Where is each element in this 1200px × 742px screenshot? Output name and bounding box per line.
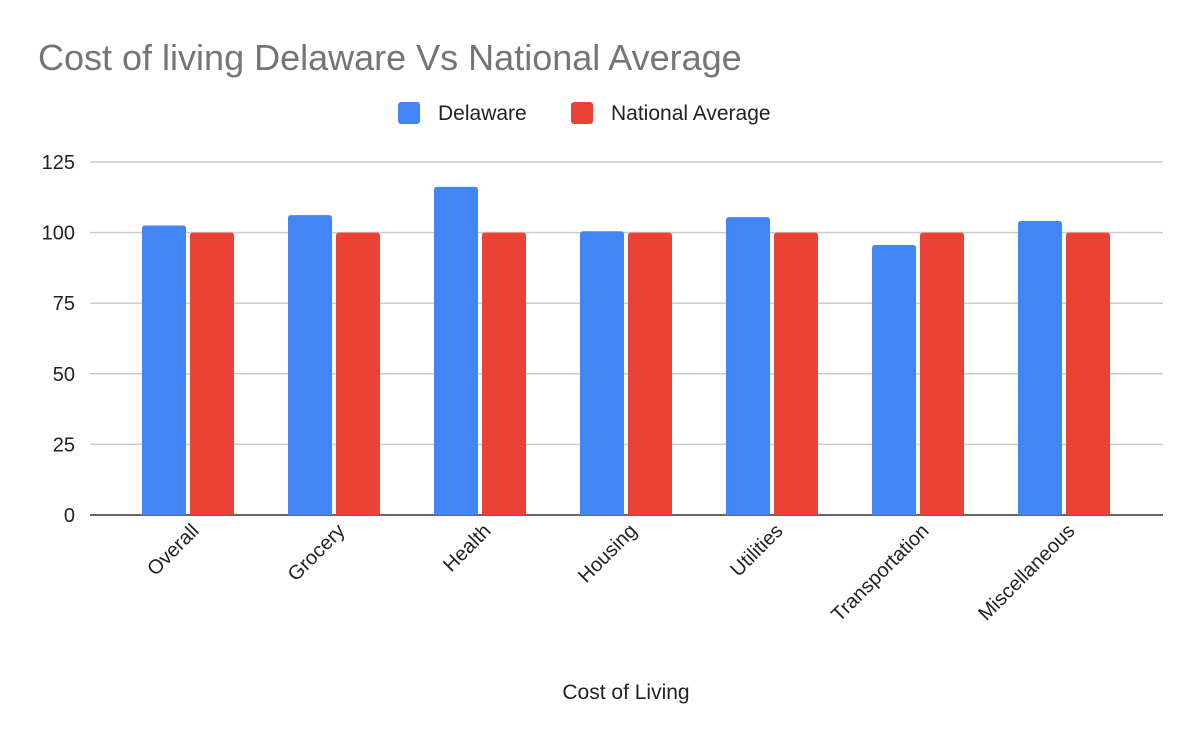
- legend-swatch: [398, 102, 420, 124]
- bar-national-average: [774, 232, 818, 515]
- bar-delaware: [1018, 221, 1062, 515]
- y-tick-label: 25: [53, 434, 75, 456]
- legend: Delaware National Average: [398, 102, 771, 125]
- legend-swatch: [571, 102, 593, 124]
- bar-delaware: [872, 245, 916, 515]
- bars: [142, 186, 1110, 516]
- x-tick-label: Housing: [574, 520, 641, 587]
- chart-title: Cost of living Delaware Vs National Aver…: [38, 37, 742, 78]
- x-axis-title: Cost of Living: [562, 681, 689, 704]
- x-tick-label: Utilities: [726, 520, 787, 581]
- y-tick-label: 50: [53, 364, 75, 386]
- legend-label: Delaware: [438, 102, 527, 125]
- x-tick-label: Transportation: [827, 520, 933, 626]
- bar-national-average: [482, 232, 526, 515]
- bar-national-average: [628, 232, 672, 515]
- y-tick-label: 0: [64, 505, 75, 527]
- y-tick-label: 100: [42, 223, 75, 245]
- x-tick-label: Health: [439, 520, 495, 576]
- x-tick-labels: Overall Grocery Health Housing Utilities Tran…: [143, 520, 1079, 626]
- bar-delaware: [726, 217, 770, 515]
- bar-delaware: [434, 186, 478, 515]
- bar-national-average: [920, 232, 964, 515]
- x-tick-label: Miscellaneous: [974, 520, 1079, 625]
- x-tick-label: Overall: [143, 520, 203, 580]
- bar-national-average: [1066, 232, 1110, 515]
- y-tick-label: 75: [53, 293, 75, 315]
- gridlines: 0 25 50 75 100 125: [42, 152, 1163, 527]
- legend-label: National Average: [611, 102, 771, 125]
- bar-delaware: [288, 215, 332, 516]
- bar-national-average: [336, 232, 380, 515]
- bar-national-average: [190, 232, 234, 515]
- x-tick-label: Grocery: [284, 520, 350, 586]
- bar-delaware: [580, 231, 624, 516]
- bar-delaware: [142, 225, 186, 516]
- y-tick-label: 125: [42, 152, 75, 174]
